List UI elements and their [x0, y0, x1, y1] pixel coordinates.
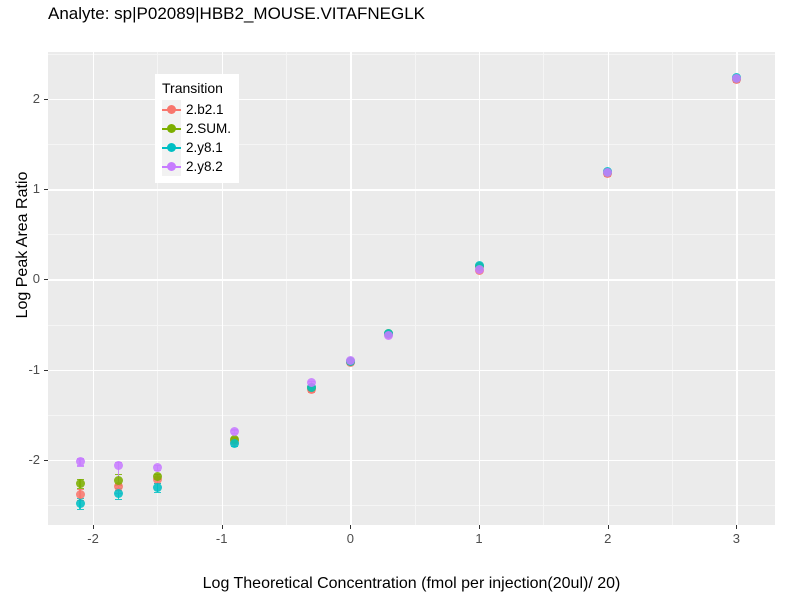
legend-item-label: 2.b2.1: [186, 102, 224, 117]
y-axis-title: Log Peak Area Ratio: [14, 171, 31, 319]
chart-title: Analyte: sp|P02089|HBB2_MOUSE.VITAFNEGLK: [48, 4, 426, 23]
legend-item-2-y8-1[interactable]: 2.y8.1: [162, 138, 231, 157]
legend-key-swatch: [162, 119, 181, 138]
data-point: [75, 457, 85, 467]
gridline-minor-horizontal: [48, 505, 775, 506]
gridline-minor-vertical: [286, 52, 287, 525]
error-bar-cap: [115, 498, 123, 501]
gridline-major-vertical: [221, 52, 224, 525]
gridline-minor-vertical: [414, 52, 416, 525]
x-axis-tick-label: 2: [604, 531, 612, 546]
data-point: [114, 488, 124, 498]
y-axis-tick: [44, 279, 48, 281]
data-point: [152, 482, 162, 492]
gridline-minor-vertical: [543, 52, 545, 525]
data-point: [307, 383, 317, 393]
y-axis-tick: [44, 98, 48, 100]
legend-item-2-sum[interactable]: 2.SUM.: [162, 119, 231, 138]
legend-item-label: 2.y8.2: [186, 159, 223, 174]
legend-key-swatch: [162, 157, 181, 176]
error-bar-cap: [76, 465, 84, 467]
legend-key-point: [167, 143, 176, 152]
y-axis-tick: [44, 189, 48, 191]
data-point: [75, 498, 85, 508]
x-axis-tick: [350, 525, 352, 529]
gridline-minor-horizontal: [48, 234, 775, 236]
error-bar-cap: [76, 488, 84, 491]
x-axis-tick: [607, 525, 609, 529]
gridline-major-horizontal: [48, 369, 775, 372]
gridline-major-horizontal: [48, 279, 775, 281]
gridline-minor-vertical: [157, 52, 159, 525]
legend-key-swatch: [162, 100, 181, 119]
data-point: [152, 462, 162, 472]
y-axis-tick-label: -2: [28, 452, 40, 467]
data-point: [230, 439, 240, 449]
data-point: [307, 377, 317, 387]
legend-title: Transition: [162, 80, 223, 96]
error-bar-cap: [76, 487, 84, 490]
y-axis-tick-label: 2: [32, 90, 40, 106]
legend-item-2-y8-2[interactable]: 2.y8.2: [162, 157, 231, 176]
data-point: [114, 481, 124, 491]
data-point: [114, 476, 124, 486]
gridline-major-horizontal: [48, 460, 775, 462]
data-point: [474, 265, 484, 275]
data-point: [114, 460, 124, 470]
data-point: [731, 73, 741, 83]
gridline-minor-horizontal: [48, 53, 775, 55]
legend-item-label: 2.y8.1: [186, 140, 223, 155]
legend-entries: 2.b2.1 2.SUM. 2.y8.1 2.y8.2: [162, 100, 231, 176]
y-axis-tick: [44, 369, 48, 371]
y-axis-tick-label: 1: [32, 181, 40, 197]
x-axis-tick-label: -1: [215, 531, 228, 546]
x-axis-tick-label: 3: [732, 531, 740, 546]
x-axis-title: Log Theoretical Concentration (fmol per …: [202, 575, 621, 592]
legend-key-point: [167, 162, 176, 171]
gridline-minor-horizontal: [48, 144, 775, 145]
legend-key-point: [167, 105, 176, 114]
gridline-major-horizontal: [48, 98, 775, 101]
data-point: [345, 356, 355, 366]
x-axis-tick-label: -2: [87, 531, 99, 546]
x-axis-tick-label: 1: [475, 531, 483, 546]
error-bar-cap: [76, 508, 84, 511]
x-axis-tick: [479, 525, 481, 529]
data-point: [152, 471, 162, 481]
gridline-major-vertical: [736, 52, 738, 525]
data-point: [384, 330, 394, 340]
data-point: [230, 434, 240, 444]
gridline-minor-horizontal: [48, 414, 775, 416]
legend-key-point: [167, 124, 176, 133]
gridline-major-vertical: [350, 52, 352, 525]
gridline-major-vertical: [93, 52, 95, 525]
data-point: [75, 489, 85, 499]
data-point: [603, 168, 613, 178]
gridline-minor-vertical: [672, 52, 673, 525]
data-point: [230, 426, 240, 436]
x-axis-tick-label: 0: [346, 531, 354, 546]
x-axis-tick: [93, 525, 95, 529]
gridline-major-horizontal: [48, 189, 775, 191]
y-axis-tick: [44, 460, 48, 461]
y-axis-tick-label: -1: [28, 361, 40, 377]
gridline-major-vertical: [607, 52, 610, 525]
gridline-major-vertical: [479, 52, 481, 525]
legend-item-label: 2.SUM.: [186, 121, 232, 136]
legend: Transition 2.b2.1 2.SUM. 2.y8.1 2.y8.2: [155, 74, 240, 183]
legend-key-swatch: [162, 138, 181, 157]
gridline-minor-horizontal: [48, 324, 775, 326]
x-axis-tick: [736, 525, 738, 529]
y-axis-tick-label: 0: [32, 271, 40, 287]
error-bar-cap: [153, 491, 161, 493]
x-axis-tick: [221, 525, 223, 529]
data-point: [75, 478, 85, 488]
legend-item-2-b2-1[interactable]: 2.b2.1: [162, 100, 231, 119]
